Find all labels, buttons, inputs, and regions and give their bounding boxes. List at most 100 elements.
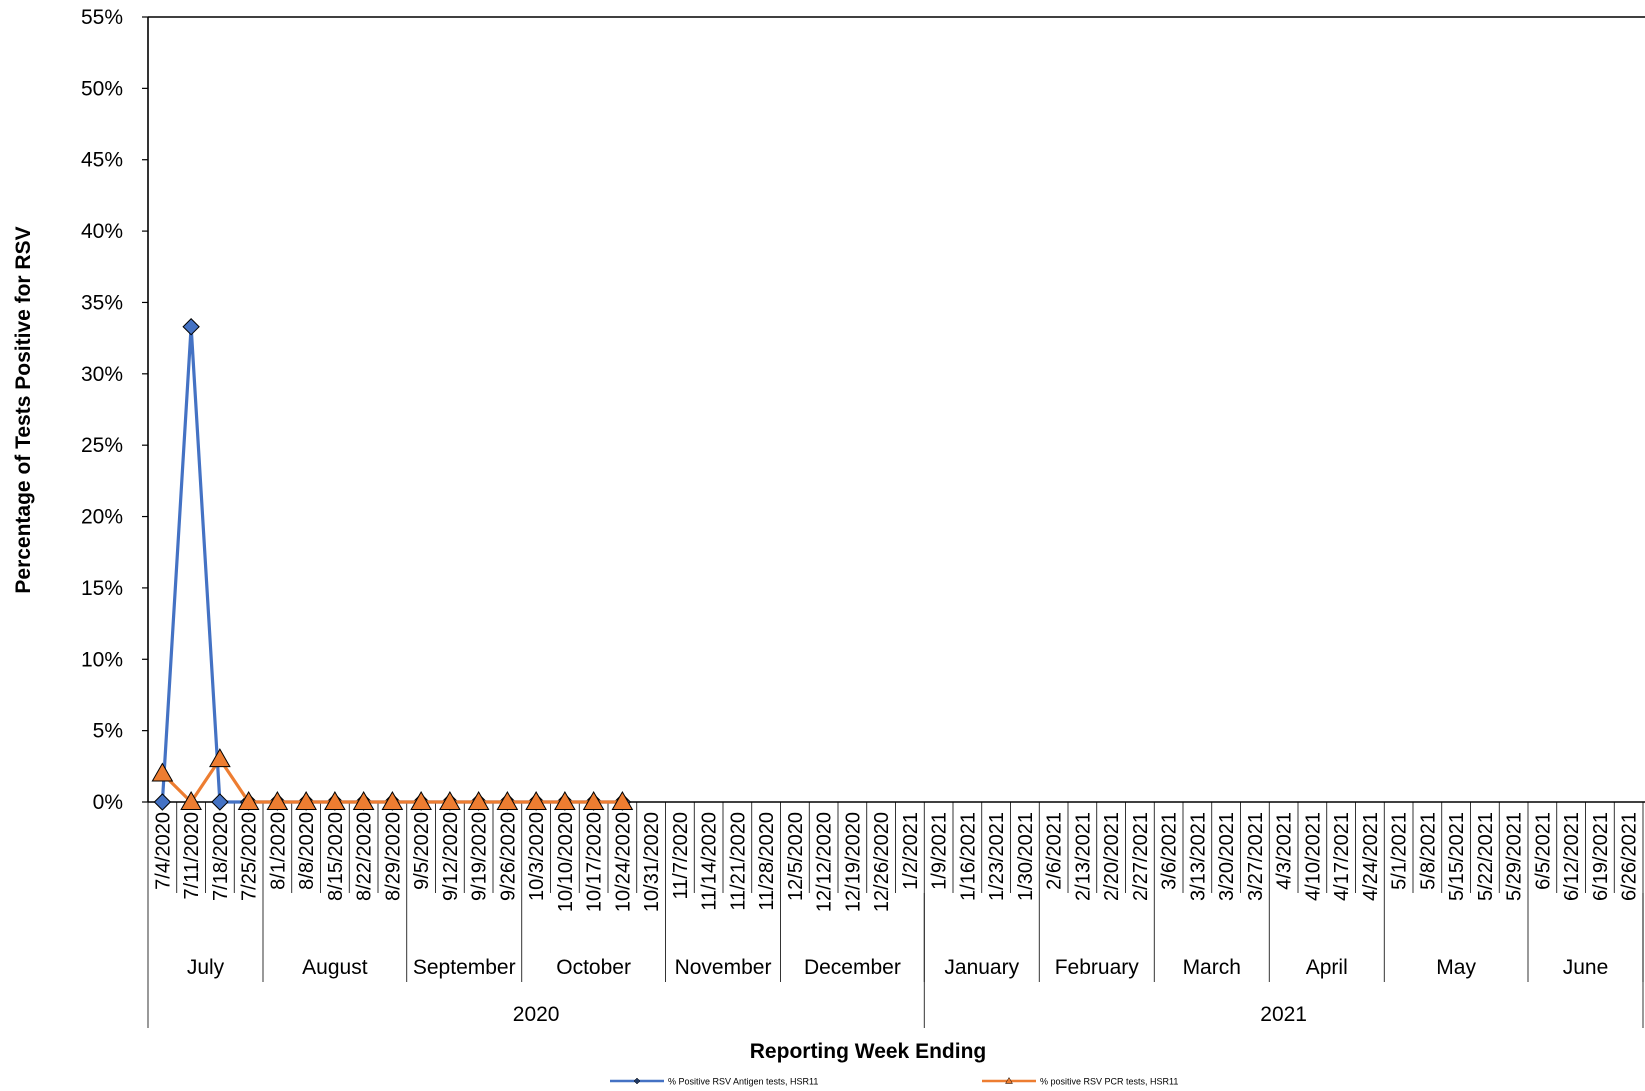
- x-tick-label: 6/5/2021: [1532, 812, 1554, 890]
- x-tick-label: 8/22/2020: [354, 812, 376, 901]
- series-point: [496, 790, 519, 810]
- series-point: [352, 790, 375, 810]
- x-tick-label: 5/22/2021: [1475, 812, 1497, 901]
- x-tick-label: 8/29/2020: [382, 812, 404, 901]
- x-tick-label: 11/21/2020: [727, 812, 749, 911]
- x-month-label: October: [556, 956, 631, 979]
- legend-label: % Positive RSV Antigen tests, HSR11: [668, 1077, 818, 1087]
- y-tick-label: 50%: [81, 77, 123, 100]
- y-tick-label: 5%: [93, 720, 123, 743]
- legend-marker: [633, 1077, 641, 1085]
- x-month-label: November: [675, 956, 772, 979]
- x-tick-label: 8/8/2020: [296, 812, 318, 890]
- x-tick-label: 6/19/2021: [1590, 812, 1612, 901]
- series-point: [525, 790, 547, 810]
- x-month-label: September: [413, 956, 516, 979]
- series-pcr: [151, 748, 634, 810]
- x-month-label: June: [1563, 956, 1609, 979]
- y-tick-label: 45%: [81, 149, 123, 172]
- series-point: [554, 790, 576, 810]
- x-tick-label: 10/3/2020: [526, 812, 548, 901]
- y-tick-label: 20%: [81, 506, 123, 529]
- x-tick-label: 5/15/2021: [1446, 812, 1468, 901]
- x-month-label: February: [1055, 956, 1140, 979]
- x-month-label: January: [944, 956, 1019, 979]
- x-tick-label: 4/24/2021: [1360, 812, 1382, 901]
- x-tick-label: 8/1/2020: [267, 812, 289, 890]
- x-month-label: May: [1436, 956, 1476, 979]
- x-tick-label: 4/3/2021: [1274, 812, 1296, 890]
- series-point: [582, 790, 605, 810]
- x-tick-label: 2/20/2021: [1101, 812, 1123, 901]
- y-tick-label: 25%: [81, 434, 123, 457]
- x-tick-label: 12/19/2020: [842, 812, 864, 912]
- x-tick-label: 2/13/2021: [1072, 812, 1094, 901]
- x-tick-label: 10/10/2020: [555, 812, 577, 912]
- x-tick-label: 3/13/2021: [1187, 812, 1209, 901]
- x-tick-label: 7/4/2020: [152, 812, 174, 890]
- series-point: [611, 790, 634, 810]
- series-point: [266, 790, 289, 810]
- legend-marker: [1005, 1077, 1013, 1084]
- x-tick-label: 4/10/2021: [1302, 812, 1324, 901]
- legend-item: % Positive RSV Antigen tests, HSR11: [610, 1077, 818, 1087]
- series-point: [182, 318, 200, 336]
- x-tick-label: 3/20/2021: [1216, 812, 1238, 901]
- x-axis: 7/4/2020 7/11/2020 7/18/2020 7/25/2020 8/1/2…: [147, 801, 1645, 1028]
- x-tick-label: 1/23/2021: [986, 812, 1008, 901]
- x-tick-label: 10/17/2020: [584, 812, 606, 912]
- x-tick-label: 11/28/2020: [756, 812, 778, 911]
- x-tick-label: 1/2/2021: [900, 812, 922, 890]
- x-axis-title: Reporting Week Ending: [750, 1040, 986, 1063]
- legend: % Positive RSV Antigen tests, HSR11 % pos…: [610, 1077, 1178, 1087]
- series-line: [160, 325, 623, 804]
- x-tick-label: 9/5/2020: [411, 812, 433, 890]
- x-month-label: December: [804, 956, 901, 979]
- x-tick-label: 10/24/2020: [612, 812, 634, 912]
- series-point: [151, 762, 174, 782]
- x-month-label: July: [187, 956, 225, 979]
- y-tick-label: 10%: [81, 648, 123, 671]
- legend-item: % positive RSV PCR tests, HSR11: [982, 1077, 1178, 1087]
- x-tick-label: 11/7/2020: [670, 812, 692, 900]
- y-tick-label: 0%: [93, 791, 123, 814]
- series-point: [180, 790, 202, 810]
- series-point: [410, 790, 432, 810]
- y-tick-label: 30%: [81, 363, 123, 386]
- x-month-label: April: [1306, 956, 1348, 979]
- x-tick-label: 10/31/2020: [641, 812, 663, 912]
- x-tick-label: 2/6/2021: [1044, 812, 1066, 890]
- x-tick-label: 1/9/2021: [929, 812, 951, 890]
- x-tick-label: 7/18/2020: [210, 812, 232, 901]
- x-tick-label: 9/19/2020: [469, 812, 491, 901]
- series-point: [381, 790, 404, 810]
- series-point: [439, 790, 461, 810]
- series-point: [211, 793, 229, 811]
- y-tick-label: 15%: [81, 577, 123, 600]
- x-tick-label: 12/5/2020: [785, 812, 807, 901]
- y-tick-label: 55%: [81, 6, 123, 29]
- y-axis: 0% 5% 10% 15% 20% 25% 30% 35% 40% 45% 50% 55%: [81, 6, 148, 814]
- series-point: [209, 748, 231, 768]
- x-tick-label: 8/15/2020: [325, 812, 347, 901]
- x-tick-label: 6/26/2021: [1619, 812, 1641, 901]
- x-tick-label: 4/17/2021: [1331, 812, 1353, 901]
- legend-label: % positive RSV PCR tests, HSR11: [1040, 1077, 1178, 1087]
- x-year-label: 2021: [1260, 1003, 1307, 1026]
- series-point: [153, 793, 172, 811]
- x-month-label: March: [1183, 956, 1241, 979]
- series-point: [324, 790, 346, 810]
- plot-area: [147, 16, 1645, 802]
- x-tick-label: 5/8/2021: [1417, 812, 1439, 890]
- x-tick-label: 5/1/2021: [1389, 812, 1411, 890]
- series-layer: [151, 318, 634, 811]
- x-tick-label: 9/26/2020: [497, 812, 519, 901]
- x-tick-label: 3/6/2021: [1159, 812, 1181, 890]
- y-tick-label: 40%: [81, 220, 123, 243]
- x-year-label: 2020: [513, 1003, 560, 1026]
- series-point: [295, 790, 317, 810]
- x-tick-label: 1/30/2021: [1015, 812, 1037, 901]
- x-tick-label: 9/12/2020: [440, 812, 462, 901]
- x-tick-label: 7/25/2020: [239, 812, 261, 901]
